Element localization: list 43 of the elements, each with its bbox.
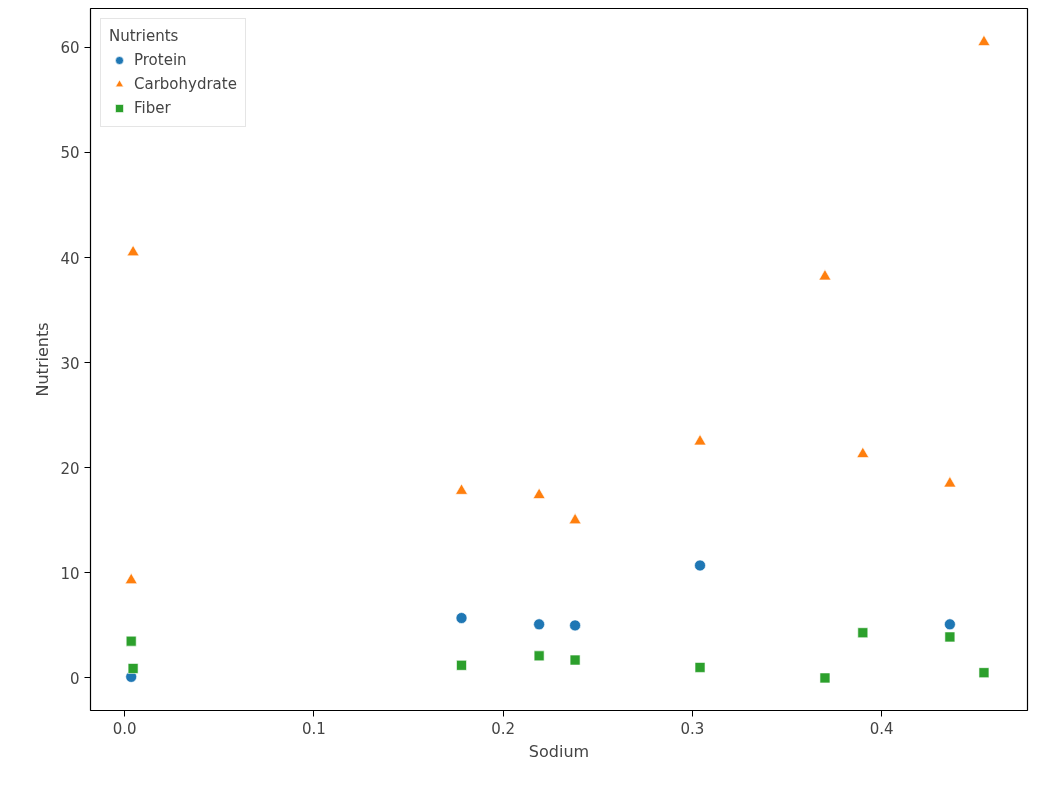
y-tick-label: 20 xyxy=(60,459,80,478)
y-tick-label: 50 xyxy=(60,144,80,163)
point xyxy=(857,627,869,639)
y-axis-title: Nutrients xyxy=(33,322,53,397)
y-tick-label: 10 xyxy=(60,564,80,583)
legend-title: Nutrients xyxy=(109,27,180,45)
point xyxy=(944,631,956,643)
legend-label: Carbohydrate xyxy=(134,75,237,93)
x-tick-label: 0.3 xyxy=(680,719,705,738)
point xyxy=(944,618,956,631)
point xyxy=(978,667,990,678)
point xyxy=(694,662,706,673)
point xyxy=(818,269,832,281)
point xyxy=(455,612,468,624)
x-tick-label: 0.2 xyxy=(491,719,516,738)
point xyxy=(125,635,137,647)
point xyxy=(533,650,545,662)
y-tick-label: 30 xyxy=(60,354,80,373)
point xyxy=(569,619,581,632)
point xyxy=(455,483,468,495)
x-axis-title: Sodium xyxy=(528,741,590,761)
point xyxy=(533,618,545,631)
point xyxy=(694,559,706,572)
point xyxy=(126,245,140,257)
y-tick-label: 40 xyxy=(60,249,80,268)
x-tick-label: 0.0 xyxy=(112,719,137,738)
point xyxy=(456,660,467,671)
x-tick-label: 0.1 xyxy=(301,719,326,738)
legend-label: Protein xyxy=(134,51,187,69)
point xyxy=(127,663,139,674)
point xyxy=(569,654,581,666)
point xyxy=(693,434,707,446)
point xyxy=(943,476,957,488)
y-tick-label: 60 xyxy=(60,39,80,58)
point xyxy=(977,34,991,46)
point xyxy=(856,446,870,458)
point xyxy=(124,572,138,584)
point xyxy=(819,672,831,684)
legend-label: Fiber xyxy=(134,99,171,117)
x-tick-label: 0.4 xyxy=(869,719,894,738)
point xyxy=(532,487,546,499)
point xyxy=(568,513,582,525)
y-tick-label: 0 xyxy=(69,669,80,688)
